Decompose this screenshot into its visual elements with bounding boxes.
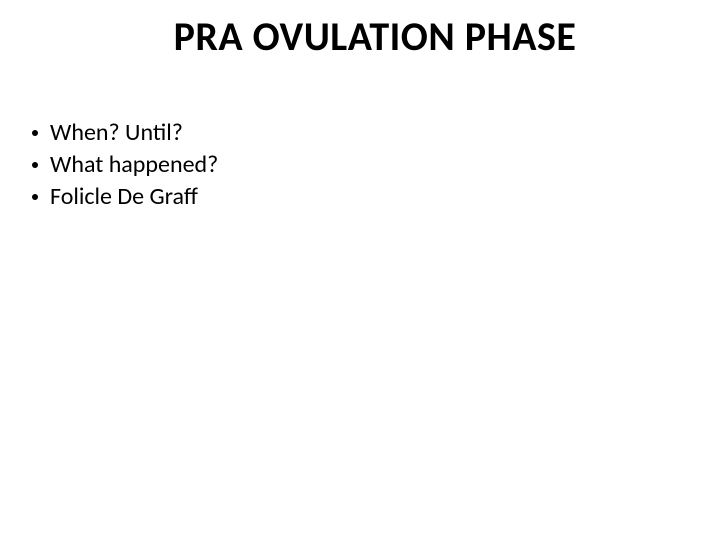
list-item: Folicle De Graff [32,182,218,212]
slide-title: PRA OVULATION PHASE [0,12,720,61]
bullet-text: When? Until? [50,118,183,148]
bullet-marker-icon [32,130,38,136]
bullet-text: What happened? [50,150,218,180]
list-item: What happened? [32,150,218,180]
bullet-list: When? Until? What happened? Folicle De G… [32,118,218,214]
bullet-text: Folicle De Graff [50,182,198,212]
slide: PRA OVULATION PHASE When? Until? What ha… [0,0,720,540]
list-item: When? Until? [32,118,218,148]
bullet-marker-icon [32,194,38,200]
bullet-marker-icon [32,162,38,168]
